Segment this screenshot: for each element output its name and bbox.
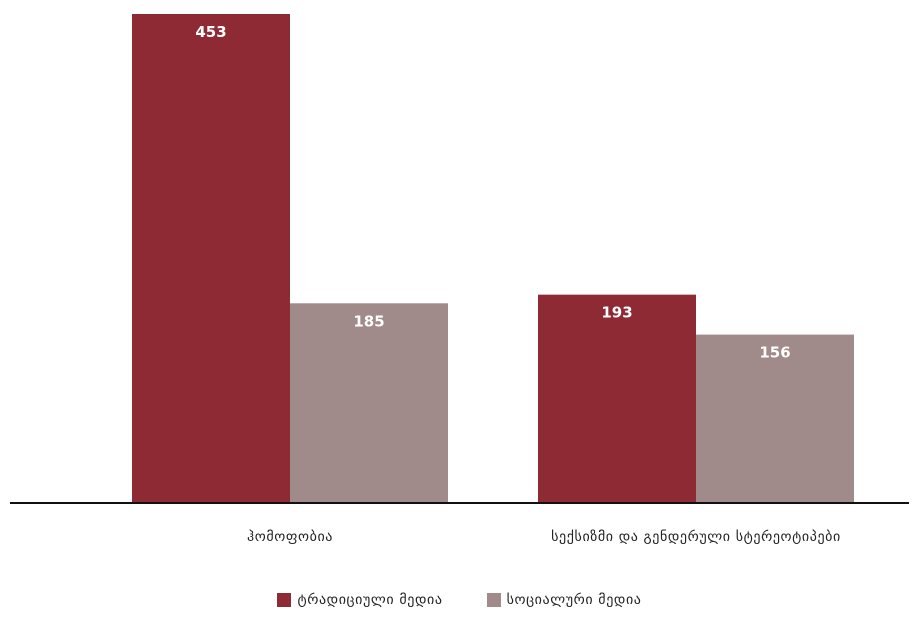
category-label-0: ჰომოფობია [247, 529, 333, 545]
bar-social-1 [696, 334, 854, 503]
bar-chart: 453 185 ჰომოფობია 193 156 სექსიზმი და გენდერუ… [10, 14, 909, 545]
data-label-traditional-1: 193 [601, 304, 632, 322]
category-label-1: სექსიზმი და გენდერული სტერეოტიპები [551, 528, 841, 545]
bar-traditional-0 [132, 14, 290, 503]
legend-item-traditional-media: ტრადიციული მედია [277, 592, 442, 608]
legend-swatch-social-media [486, 593, 501, 607]
bar-social-0 [290, 303, 448, 503]
bar-traditional-1 [538, 294, 696, 503]
data-label-social-1: 156 [759, 344, 790, 362]
data-label-social-0: 185 [353, 312, 384, 330]
legend-label-social-media: სოციალური მედია [506, 592, 642, 608]
legend-label-traditional-media: ტრადიციული მედია [297, 592, 443, 608]
legend: ტრადიციული მედია სოციალური მედია [0, 592, 919, 608]
legend-item-social-media: სოციალური მედია [486, 592, 642, 608]
data-label-traditional-0: 453 [195, 23, 226, 41]
legend-swatch-traditional-media [277, 593, 292, 607]
